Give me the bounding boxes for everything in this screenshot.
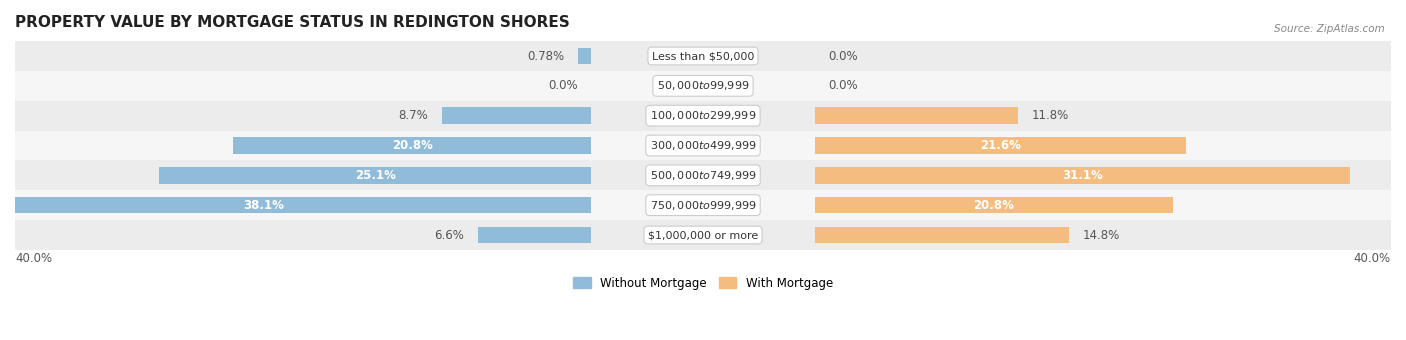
Bar: [15, 190, 1391, 220]
Bar: [815, 227, 1070, 243]
Text: $500,000 to $749,999: $500,000 to $749,999: [650, 169, 756, 182]
Bar: [15, 220, 1391, 250]
Bar: [233, 137, 591, 154]
Bar: [159, 167, 591, 184]
Text: $1,000,000 or more: $1,000,000 or more: [648, 230, 758, 240]
Bar: [578, 48, 591, 64]
Text: $50,000 to $99,999: $50,000 to $99,999: [657, 79, 749, 92]
Text: 0.0%: 0.0%: [548, 79, 578, 92]
Text: 0.0%: 0.0%: [828, 79, 858, 92]
Text: 11.8%: 11.8%: [1032, 109, 1069, 122]
Legend: Without Mortgage, With Mortgage: Without Mortgage, With Mortgage: [568, 272, 838, 294]
Bar: [815, 167, 1350, 184]
Text: Less than $50,000: Less than $50,000: [652, 51, 754, 61]
Text: 40.0%: 40.0%: [1354, 252, 1391, 265]
Text: Source: ZipAtlas.com: Source: ZipAtlas.com: [1274, 24, 1385, 34]
Bar: [15, 41, 1391, 71]
Text: 0.0%: 0.0%: [828, 50, 858, 63]
Bar: [815, 197, 1173, 214]
Text: 20.8%: 20.8%: [973, 199, 1014, 212]
Text: $100,000 to $299,999: $100,000 to $299,999: [650, 109, 756, 122]
Bar: [0, 197, 591, 214]
Bar: [815, 137, 1187, 154]
Text: 0.78%: 0.78%: [527, 50, 564, 63]
Text: 38.1%: 38.1%: [243, 199, 284, 212]
Text: 21.6%: 21.6%: [980, 139, 1021, 152]
Text: 31.1%: 31.1%: [1062, 169, 1102, 182]
Text: PROPERTY VALUE BY MORTGAGE STATUS IN REDINGTON SHORES: PROPERTY VALUE BY MORTGAGE STATUS IN RED…: [15, 15, 569, 30]
Bar: [15, 160, 1391, 190]
Text: $750,000 to $999,999: $750,000 to $999,999: [650, 199, 756, 212]
Bar: [15, 71, 1391, 101]
Bar: [478, 227, 591, 243]
Bar: [15, 131, 1391, 160]
Text: 8.7%: 8.7%: [398, 109, 427, 122]
Text: $300,000 to $499,999: $300,000 to $499,999: [650, 139, 756, 152]
Bar: [441, 107, 591, 124]
Text: 25.1%: 25.1%: [354, 169, 395, 182]
Bar: [15, 101, 1391, 131]
Text: 40.0%: 40.0%: [15, 252, 52, 265]
Text: 6.6%: 6.6%: [434, 228, 464, 241]
Text: 20.8%: 20.8%: [392, 139, 433, 152]
Text: 14.8%: 14.8%: [1083, 228, 1121, 241]
Bar: [815, 107, 1018, 124]
